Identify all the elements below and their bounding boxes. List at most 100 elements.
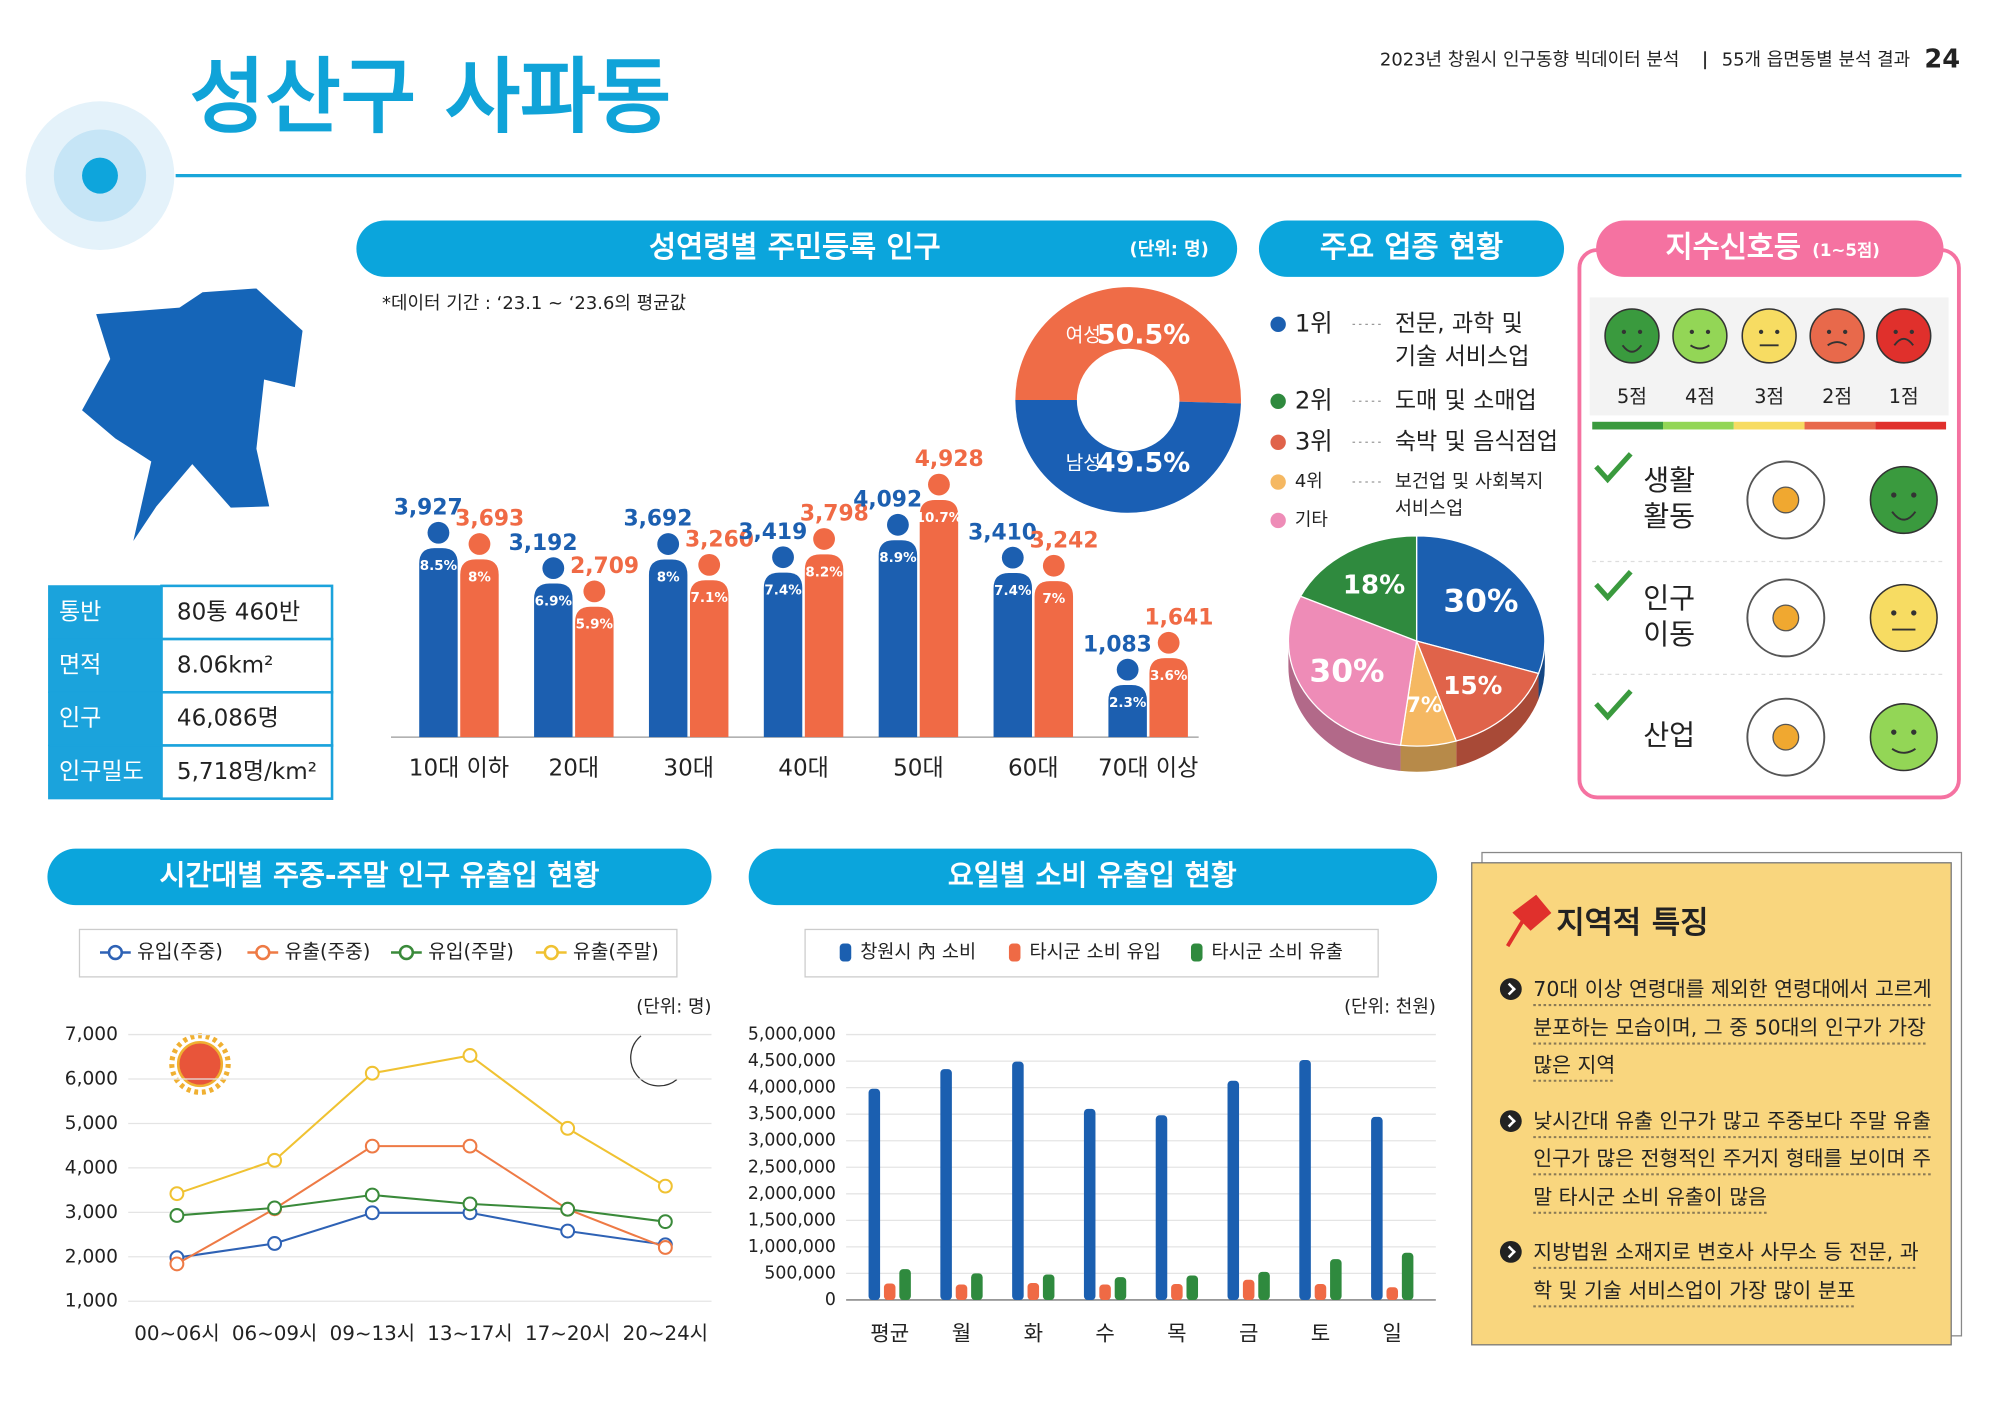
value-label: 4,928: [915, 447, 984, 472]
row-label: 인구: [1643, 582, 1695, 615]
row-icon-core: [1772, 604, 1800, 632]
face-eye: [1911, 492, 1917, 498]
value-label: 3,410: [968, 520, 1037, 545]
bar: [689, 580, 729, 738]
scale-label: 5점: [1617, 385, 1647, 408]
signal-face: [1869, 703, 1938, 772]
pie-side-shade: [1288, 641, 1401, 771]
bar: [1314, 1284, 1327, 1300]
bar: [878, 540, 918, 738]
feature-text: 70대 이상 연령대를 제외한 연령대에서 고르게 분포하는 모습이며, 그 중…: [1533, 976, 1932, 1077]
feature-item: 낮시간대 유출 인구가 많고 주중보다 주말 유출인구가 많은 전형적인 주거지…: [1499, 1102, 1933, 1215]
scale-bar: [1592, 421, 1664, 430]
donut-category: 남성: [1066, 452, 1101, 475]
legend-rank: 4위: [1295, 471, 1323, 492]
legend-label: 유출(주말): [573, 940, 659, 963]
bar-head: [427, 521, 450, 544]
bar: [919, 499, 959, 738]
face-eye: [1911, 610, 1917, 616]
line-series: [176, 1054, 666, 1195]
legend-rank: 기타: [1295, 509, 1329, 530]
scale-bar: [1663, 421, 1734, 430]
face-mouth: [1689, 344, 1710, 350]
table-value: 80통 460반: [177, 599, 300, 625]
bar-head: [657, 533, 680, 555]
line-point: [462, 1048, 478, 1063]
bar: [1114, 1277, 1127, 1300]
pie-side: [1400, 740, 1457, 772]
table-label-cell: [48, 744, 163, 800]
section-title: 요일별 소비 유출입 현황: [948, 859, 1237, 892]
x-tick-label: 일: [1383, 1321, 1402, 1346]
value-label: 3,927: [394, 495, 463, 520]
bar-head: [698, 553, 721, 576]
line-series: [176, 1211, 666, 1259]
share-label: 8%: [468, 570, 491, 585]
pie-label: 18%: [1343, 570, 1405, 600]
y-tick-label: 2,500,000: [748, 1157, 836, 1177]
face-eye: [1637, 329, 1643, 334]
bar: [534, 583, 573, 738]
x-tick-label: 토: [1311, 1321, 1330, 1346]
pin-icon: [1505, 894, 1552, 948]
bar: [1330, 1259, 1342, 1300]
pie-slice: [1287, 595, 1418, 746]
scale-label: 3점: [1754, 385, 1784, 408]
x-tick-label: 70대 이상: [1098, 756, 1198, 782]
legend-label: 유출(주중): [285, 940, 371, 963]
bar: [648, 559, 688, 738]
section-title: 시간대별 주중-주말 인구 유출입 현황: [159, 859, 599, 892]
legend-name: 숙박 및 음식점업: [1395, 429, 1558, 455]
share-label: 6.9%: [535, 594, 573, 609]
legend-label: 유입(주중): [137, 940, 223, 963]
row-icon: [1746, 460, 1826, 540]
table-value-cell: [160, 744, 334, 800]
pie-label: 15%: [1443, 671, 1502, 700]
line-point: [267, 1236, 283, 1251]
sun-icon: [176, 1040, 224, 1088]
value-label: 3,419: [738, 520, 807, 545]
row-label: 생활: [1643, 464, 1695, 497]
check-mark: [1594, 570, 1633, 602]
bar: [1042, 1274, 1055, 1300]
value-label: 3,260: [685, 528, 754, 553]
face-eye: [1891, 729, 1897, 735]
face-mouth: [1891, 748, 1916, 754]
section-name: 55개 읍면동별 분석 결과: [1722, 49, 1910, 70]
share-label: 3.6%: [1150, 669, 1188, 684]
legend-box: [78, 928, 678, 978]
bar: [1034, 581, 1074, 738]
legend-label: 타시군 소비 유출: [1211, 942, 1342, 963]
row-label: 산업: [1643, 719, 1695, 752]
line-series: [176, 1145, 666, 1265]
share-label: 8.5%: [420, 559, 458, 574]
features-list: 70대 이상 연령대를 제외한 연령대에서 고르게 분포하는 모습이며, 그 중…: [1499, 970, 1933, 1326]
bar: [1149, 658, 1188, 738]
bullet: [1499, 1109, 1522, 1132]
share-label: 7.4%: [994, 584, 1032, 599]
legend-name: 보건업 및 사회복지: [1395, 472, 1544, 493]
y-tick-label: 0: [825, 1290, 836, 1310]
value-label: 1,083: [1083, 632, 1152, 657]
legend-box: [804, 928, 1379, 978]
bar-head: [928, 473, 950, 496]
bar: [1171, 1284, 1183, 1300]
row-icon: [1746, 578, 1826, 658]
check-mark: [1594, 452, 1633, 484]
signal-face: [1604, 308, 1660, 364]
donut-category: 여성: [1066, 323, 1101, 346]
bar: [1401, 1252, 1414, 1300]
page-title: 성산구 사파동: [190, 50, 671, 145]
pie-slice: [1299, 535, 1418, 642]
value-label: 2,709: [570, 554, 639, 579]
value-label: 3,692: [623, 507, 692, 532]
bar-head: [583, 580, 606, 603]
pie-side: [1288, 641, 1401, 771]
bar: [1299, 1060, 1311, 1300]
x-tick-label: 평균: [870, 1321, 909, 1346]
bar: [1108, 685, 1147, 738]
signal-face: [1809, 308, 1865, 364]
x-tick-label: 09~13시: [330, 1322, 415, 1345]
feature-item: 70대 이상 연령대를 제외한 연령대에서 고르게 분포하는 모습이며, 그 중…: [1499, 970, 1933, 1083]
